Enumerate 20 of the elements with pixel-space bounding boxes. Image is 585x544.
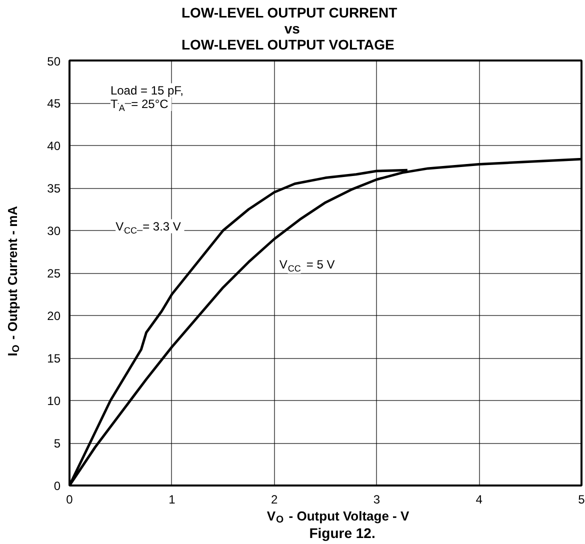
x-tick-label: 5 bbox=[578, 492, 585, 506]
y-tick-label: 5 bbox=[54, 436, 61, 450]
y-tick-label: 30 bbox=[47, 224, 61, 238]
x-tick-label: 1 bbox=[168, 492, 176, 506]
y-tick-label: 15 bbox=[47, 352, 61, 366]
y-tick-label: 45 bbox=[47, 96, 61, 110]
x-tick-label: 0 bbox=[66, 492, 74, 506]
y-tick-label: 35 bbox=[47, 182, 61, 196]
y-axis-title: IO - Output Current - mA bbox=[5, 205, 22, 356]
x-tick-label: 3 bbox=[373, 492, 380, 506]
y-tick-label: 50 bbox=[47, 54, 61, 68]
y-tick-label: 40 bbox=[47, 139, 61, 153]
y-tick-label: 0 bbox=[54, 479, 61, 493]
chart-title: LOW-LEVEL OUTPUT CURRENT vs LOW-LEVEL OUTPUT VOLTAGE bbox=[181, 4, 398, 53]
caption: Figure 12. bbox=[309, 525, 376, 542]
y-tick-label: 20 bbox=[47, 309, 61, 323]
x-tick-label: 4 bbox=[476, 492, 483, 506]
y-tick-label: 10 bbox=[47, 394, 61, 408]
x-tick-label: 2 bbox=[270, 492, 278, 506]
y-tick-label: 25 bbox=[47, 266, 61, 280]
